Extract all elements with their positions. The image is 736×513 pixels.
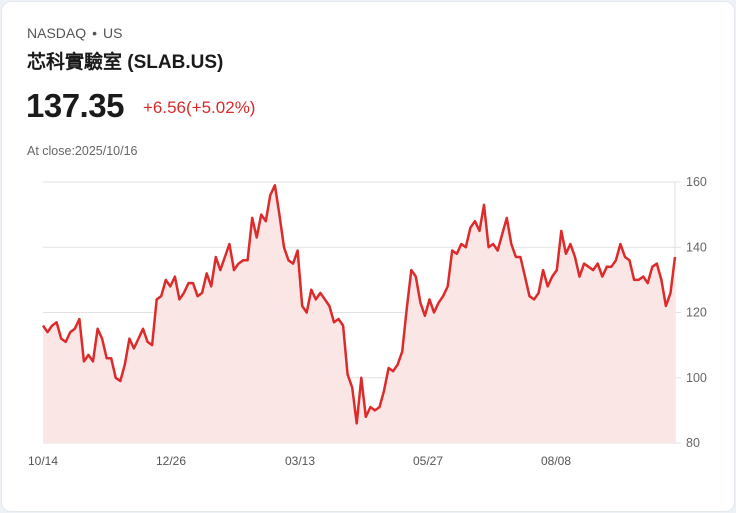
region-name: US — [103, 25, 123, 41]
separator-dot: • — [92, 25, 98, 41]
area-fill — [43, 185, 675, 444]
y-tick-label: 140 — [686, 240, 707, 254]
close-date: At close:2025/10/16 — [27, 144, 138, 158]
exchange-name: NASDAQ — [27, 25, 87, 41]
x-tick-label: 12/26 — [156, 454, 186, 468]
y-tick-label: 100 — [686, 371, 707, 385]
x-tick-label: 05/27 — [413, 454, 443, 468]
stock-title: 芯科實驗室 (SLAB.US) — [27, 52, 224, 73]
y-tick-label: 80 — [686, 436, 700, 450]
x-tick-label: 03/13 — [285, 454, 315, 468]
exchange-label: NASDAQ • US — [27, 25, 122, 41]
y-tick-label: 160 — [686, 175, 707, 189]
stock-price: 137.35 — [26, 87, 124, 124]
price-change: +6.56(+5.02%) — [143, 98, 256, 117]
x-tick-label: 08/08 — [541, 454, 571, 468]
price-line — [41, 184, 677, 425]
y-tick-label: 120 — [686, 306, 707, 320]
x-tick-label: 10/14 — [28, 454, 58, 468]
